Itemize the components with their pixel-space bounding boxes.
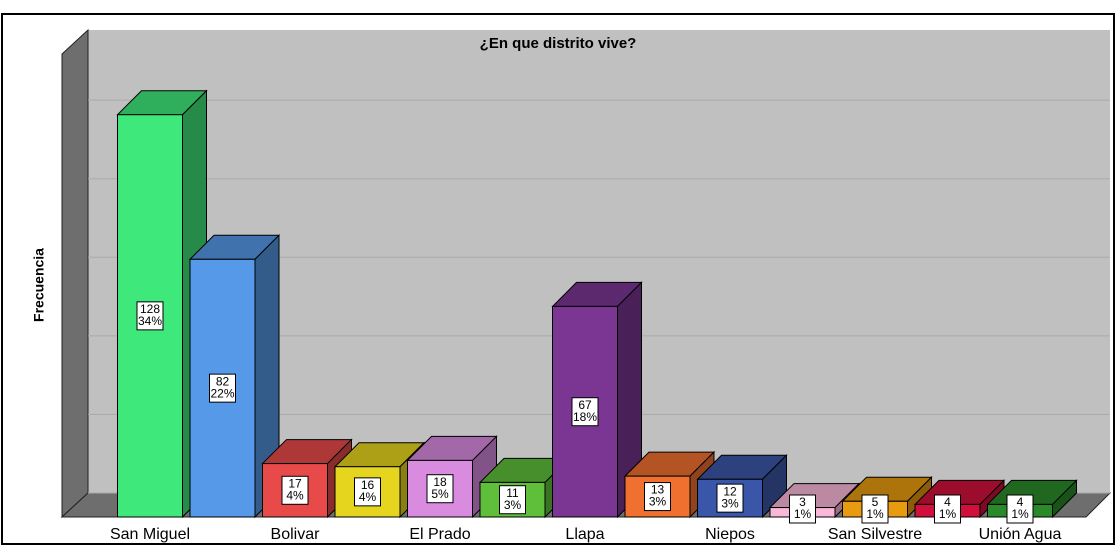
- data-label-box: [789, 494, 816, 524]
- x-tick-label: Bolivar: [271, 526, 321, 543]
- data-label-box: [499, 485, 526, 515]
- data-label: 1%: [939, 507, 957, 521]
- x-tick-label: El Prado: [409, 526, 470, 543]
- data-label-box: [861, 494, 889, 524]
- data-label: 11: [506, 486, 519, 500]
- data-label: 1%: [866, 507, 884, 521]
- data-label: 3%: [721, 496, 739, 510]
- data-label: 22%: [210, 386, 234, 400]
- data-label-box: [1006, 494, 1034, 524]
- data-label: 3%: [504, 498, 522, 512]
- data-label: 67: [578, 398, 592, 412]
- data-label: 13: [651, 483, 665, 497]
- x-tick-label: Llapa: [565, 526, 604, 543]
- data-label: 34%: [138, 314, 162, 328]
- data-label: 16: [361, 478, 375, 492]
- data-label: 4: [944, 495, 951, 509]
- data-label: 3%: [649, 495, 667, 509]
- data-label-box: [716, 483, 744, 513]
- data-label: 4%: [359, 490, 377, 504]
- data-label: 3: [799, 495, 806, 509]
- data-label: 18%: [573, 410, 597, 424]
- data-label-box: [136, 301, 164, 331]
- bar: [188, 234, 281, 519]
- data-label-box: [281, 475, 309, 505]
- y-axis-label: Frecuencia: [31, 248, 47, 322]
- data-label-box: [571, 397, 599, 427]
- data-label: 128: [140, 302, 160, 316]
- data-label-box: [209, 373, 236, 403]
- data-label: 5%: [431, 487, 449, 501]
- data-label: 18: [433, 475, 447, 489]
- side-wall: [61, 28, 89, 519]
- data-label: 1%: [1011, 507, 1029, 521]
- x-tick-label: San Silvestre: [828, 526, 922, 543]
- x-tick-label: San Miguel: [110, 526, 190, 543]
- data-label: 82: [216, 374, 230, 388]
- data-label-box: [644, 482, 671, 512]
- data-label: 5: [872, 495, 879, 509]
- data-label-box: [934, 494, 961, 524]
- data-label: 17: [288, 476, 302, 490]
- data-label-box: [426, 474, 454, 504]
- chart-title: ¿En que distrito vive?: [480, 35, 637, 52]
- data-label: 12: [723, 484, 737, 498]
- data-label-box: [354, 477, 381, 507]
- data-label: 4%: [286, 488, 304, 502]
- x-tick-label: Niepos: [705, 526, 755, 543]
- x-tick-label: Unión Agua: [979, 526, 1062, 543]
- data-label: 4: [1017, 495, 1024, 509]
- bar-front: [407, 459, 473, 518]
- data-label: 1%: [794, 507, 812, 521]
